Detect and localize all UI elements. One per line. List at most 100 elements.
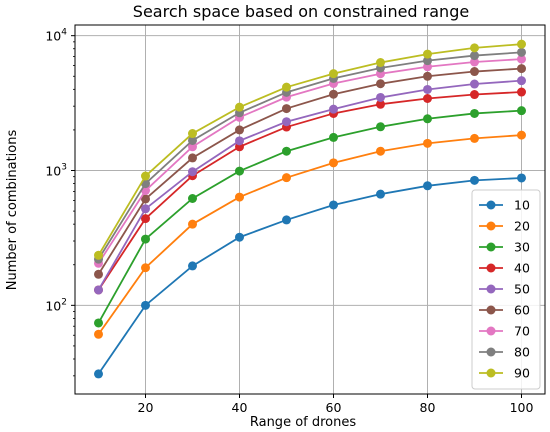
data-point: [235, 166, 244, 176]
data-point: [470, 43, 479, 53]
data-point: [141, 194, 150, 204]
data-point: [282, 117, 291, 127]
data-point: [141, 300, 150, 310]
data-point: [470, 108, 479, 118]
legend-item: 70: [479, 324, 530, 339]
legend-swatch-marker: [486, 221, 496, 231]
data-point: [235, 192, 244, 202]
data-point: [282, 82, 291, 92]
data-point: [470, 90, 479, 100]
data-point: [517, 76, 526, 86]
data-point: [517, 87, 526, 97]
x-tick-label: 60: [326, 400, 342, 415]
data-point: [376, 99, 385, 109]
data-point: [517, 130, 526, 140]
data-point: [470, 51, 479, 61]
series-60: [94, 64, 526, 279]
data-point: [376, 58, 385, 68]
data-point: [235, 136, 244, 146]
data-point: [141, 171, 150, 181]
data-point: [188, 129, 197, 139]
legend-swatch-marker: [486, 326, 496, 336]
legend: 10 20 30 40 50 60 70 80 90: [471, 189, 541, 390]
series-90: [94, 39, 526, 260]
legend-item: 10: [479, 198, 530, 213]
legend-item: 30: [479, 240, 530, 255]
x-axis-label: Range of drones: [250, 415, 356, 430]
data-point: [423, 114, 432, 124]
data-point: [423, 71, 432, 81]
y-tick-label: 104: [45, 28, 67, 44]
series-layer: [94, 39, 526, 379]
data-point: [188, 153, 197, 163]
plot-area: [74, 24, 546, 395]
data-point: [376, 92, 385, 102]
y-axis-label: Number of combinations: [5, 130, 20, 291]
data-point: [329, 89, 338, 99]
data-point: [282, 146, 291, 156]
data-point: [188, 261, 197, 271]
data-point: [376, 189, 385, 199]
data-point: [517, 64, 526, 74]
data-point: [188, 193, 197, 203]
series-40: [94, 87, 526, 295]
data-point: [141, 234, 150, 244]
data-point: [235, 125, 244, 135]
data-point: [94, 369, 103, 379]
legend-swatch-marker: [486, 347, 496, 357]
data-point: [517, 54, 526, 64]
y-axis: 102 103 104: [45, 28, 75, 377]
data-point: [329, 69, 338, 79]
y-tick-label: 102: [45, 297, 67, 313]
series-line: [97, 177, 522, 375]
legend-swatch-marker: [486, 242, 496, 252]
data-point: [470, 57, 479, 67]
data-point: [329, 158, 338, 168]
data-point: [470, 175, 479, 185]
data-point: [470, 133, 479, 143]
legend-label: 40: [514, 261, 530, 276]
series-20: [94, 130, 526, 339]
x-axis: 20 40 60 80 100: [138, 394, 534, 415]
data-point: [517, 47, 526, 57]
data-point: [94, 329, 103, 339]
legend-swatch-marker: [486, 284, 496, 294]
data-point: [376, 79, 385, 89]
legend-label: 90: [514, 366, 530, 381]
series-line: [97, 109, 522, 324]
x-tick-label: 40: [232, 400, 248, 415]
series-50: [94, 76, 526, 295]
legend-item: 60: [479, 303, 530, 318]
legend-label: 20: [514, 219, 530, 234]
data-point: [376, 122, 385, 132]
legend-item: 90: [479, 366, 530, 381]
legend-label: 60: [514, 303, 530, 318]
legend-item: 20: [479, 219, 530, 234]
series-line: [97, 51, 522, 260]
series-70: [94, 54, 526, 268]
legend-box: [471, 189, 541, 390]
legend-swatch-marker: [486, 263, 496, 273]
chart-title: Search space based on constrained range: [133, 2, 469, 21]
data-point: [141, 263, 150, 273]
legend-swatch-marker: [486, 200, 496, 210]
data-point: [423, 49, 432, 59]
x-tick-label: 100: [510, 400, 534, 415]
data-point: [517, 173, 526, 183]
data-point: [423, 94, 432, 104]
data-point: [423, 56, 432, 66]
data-point: [235, 232, 244, 242]
series-line: [97, 91, 522, 291]
legend-label: 70: [514, 324, 530, 339]
legend-item: 40: [479, 261, 530, 276]
legend-label: 10: [514, 198, 530, 213]
series-line: [97, 43, 522, 256]
data-point: [329, 132, 338, 142]
y-tick-label: 103: [45, 163, 67, 179]
data-point: [470, 79, 479, 89]
series-line: [97, 79, 522, 291]
data-point: [94, 318, 103, 328]
series-line: [97, 134, 522, 335]
series-line: [97, 67, 522, 275]
